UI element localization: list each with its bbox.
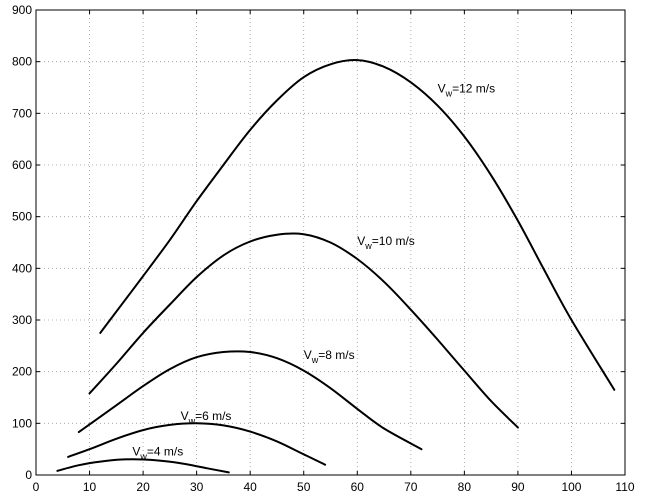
series-label-1: Vw=4 m/s — [132, 444, 183, 461]
series-line-5 — [99, 59, 616, 391]
series-line-3 — [77, 350, 423, 451]
x-tick-label: 20 — [136, 480, 150, 494]
y-tick-label: 700 — [12, 106, 32, 120]
y-tick-label: 400 — [12, 261, 32, 275]
series-lines — [56, 59, 616, 474]
y-tick-label: 200 — [12, 365, 32, 379]
x-tick-label: 70 — [404, 480, 418, 494]
x-tick-label: 40 — [244, 480, 258, 494]
y-tick-label: 800 — [12, 55, 32, 69]
x-tick-label: 0 — [33, 480, 40, 494]
series-label-5: Vw=12 m/s — [438, 82, 496, 99]
y-tick-label: 600 — [12, 158, 32, 172]
y-tick-label: 900 — [12, 3, 32, 17]
series-label-4: Vw=10 m/s — [357, 234, 415, 251]
series-label-2: Vw=6 m/s — [181, 409, 232, 426]
series-line-2 — [67, 422, 327, 466]
x-tick-label: 100 — [561, 480, 581, 494]
series-labels: Vw=4 m/s Vw=6 m/s Vw=8 m/s Vw=10 m/s Vw=12 m… — [132, 82, 495, 462]
y-tick-label: 500 — [12, 210, 32, 224]
y-tick-label: 100 — [12, 416, 32, 430]
x-tick-label: 80 — [458, 480, 472, 494]
x-tick-label: 110 — [615, 480, 634, 494]
series-line-1 — [56, 458, 230, 474]
x-tick-label: 50 — [297, 480, 311, 494]
series-label-3: Vw=8 m/s — [304, 348, 355, 365]
x-tick-label: 60 — [351, 480, 365, 494]
y-tick-label: 300 — [12, 313, 32, 327]
x-tick-label: 30 — [190, 480, 204, 494]
x-tick-label: 90 — [511, 480, 525, 494]
x-tick-label: 10 — [83, 480, 97, 494]
axis-ticks: 0 10 20 30 40 50 60 70 80 90 100 110 0 100 200 300 400 50… — [12, 3, 635, 494]
plot-area-frame — [35, 9, 626, 476]
y-tick-label: 0 — [25, 468, 32, 482]
series-line-4 — [88, 232, 519, 429]
